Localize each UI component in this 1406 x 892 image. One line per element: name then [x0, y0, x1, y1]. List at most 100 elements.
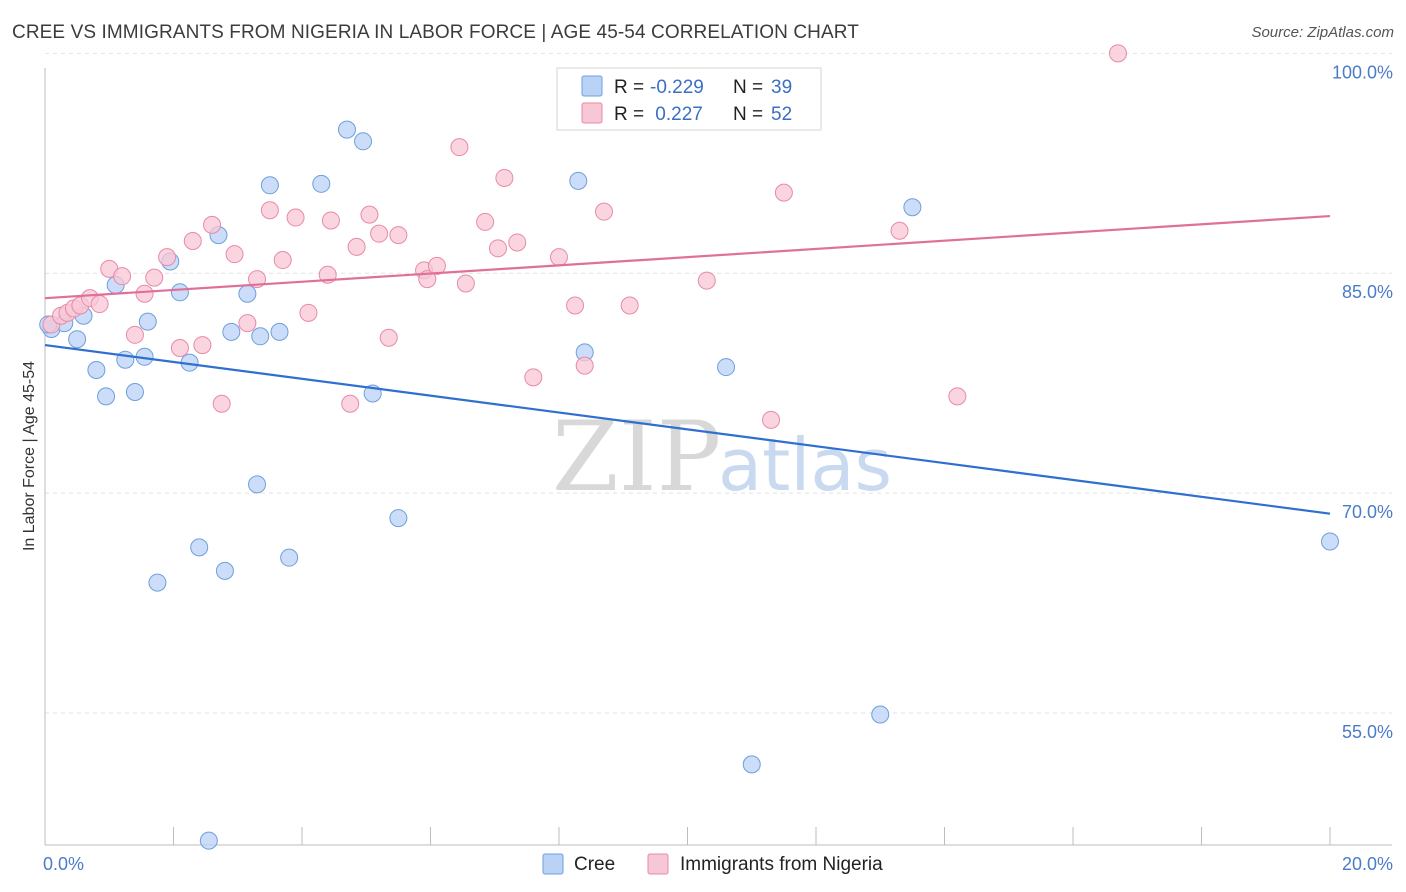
y-tick-label: 85.0%: [1342, 282, 1393, 302]
point-nigeria: [550, 248, 568, 267]
point-cree: [190, 538, 209, 557]
bottom-legend-swatch-cree: [542, 853, 564, 875]
legend-n-label-nigeria: N =: [733, 104, 763, 125]
y-tick-label: 55.0%: [1342, 722, 1393, 742]
point-cree: [68, 330, 87, 349]
legend-n-value-nigeria: 52: [771, 104, 792, 125]
chart-title: CREE VS IMMIGRANTS FROM NIGERIA IN LABOR…: [12, 22, 859, 43]
chart-source: Source: ZipAtlas.com: [1251, 24, 1394, 41]
bottom-legend-swatch-nigeria: [647, 853, 669, 875]
point-cree: [215, 561, 234, 580]
point-nigeria: [321, 211, 340, 230]
point-nigeria: [135, 284, 154, 303]
point-cree: [97, 387, 116, 406]
point-cree: [138, 312, 157, 331]
points-layer: [39, 44, 1339, 850]
point-nigeria: [212, 394, 231, 413]
point-cree: [717, 358, 736, 377]
point-nigeria: [890, 221, 909, 240]
labels-layer: 100.0% 85.0% 70.0% 55.0% 0.0% 20.0% In Labor F…: [21, 62, 1393, 874]
top-legend: R = -0.229 N = 39 R = 0.227 N = 52: [556, 67, 822, 131]
trend-line-cree: [44, 343, 1331, 515]
point-cree: [199, 831, 218, 850]
legend-r-value-nigeria: 0.227: [650, 104, 703, 125]
point-nigeria: [762, 410, 781, 429]
grid-layer: [45, 52, 1392, 714]
x-tick-label-right: 20.0%: [1342, 854, 1393, 874]
point-nigeria: [260, 201, 279, 220]
legend-n-label-cree: N =: [733, 77, 763, 98]
y-axis-label: In Labor Force | Age 45-54: [21, 361, 38, 551]
point-nigeria: [566, 296, 585, 315]
bottom-legend: Cree Immigrants from Nigeria: [542, 853, 883, 875]
point-nigeria: [158, 248, 177, 267]
point-nigeria: [575, 356, 594, 375]
point-nigeria: [341, 394, 360, 413]
point-nigeria: [495, 168, 514, 187]
bottom-legend-label-nigeria: Immigrants from Nigeria: [680, 854, 883, 875]
point-nigeria: [225, 245, 244, 264]
point-nigeria: [774, 183, 793, 202]
point-nigeria: [125, 325, 144, 344]
point-cree: [270, 322, 289, 341]
legend-r-value-cree: -0.229: [650, 77, 704, 98]
point-nigeria: [948, 387, 967, 406]
point-nigeria: [488, 239, 507, 258]
point-cree: [337, 120, 356, 139]
point-nigeria: [450, 138, 469, 157]
legend-r-label-cree: R =: [614, 77, 644, 98]
point-nigeria: [476, 212, 495, 231]
point-nigeria: [389, 226, 408, 245]
y-tick-label: 100.0%: [1332, 62, 1393, 82]
point-nigeria: [238, 314, 257, 333]
bottom-legend-label-cree: Cree: [574, 854, 615, 875]
watermark-atlas: atlas: [718, 423, 892, 507]
point-cree: [354, 132, 373, 151]
point-nigeria: [113, 267, 132, 286]
trend-line-nigeria: [44, 214, 1331, 300]
point-cree: [742, 755, 761, 774]
point-nigeria: [379, 328, 398, 347]
axes-layer: [44, 68, 1392, 846]
point-nigeria: [620, 296, 639, 315]
point-cree: [389, 509, 408, 528]
point-nigeria: [427, 256, 446, 275]
point-cree: [170, 283, 189, 302]
point-cree: [1321, 532, 1339, 551]
point-cree: [125, 382, 144, 401]
point-nigeria: [347, 237, 366, 256]
point-cree: [280, 548, 299, 567]
point-nigeria: [145, 268, 164, 287]
point-nigeria: [203, 215, 222, 234]
watermark-zip: ZIP: [552, 401, 721, 513]
point-nigeria: [594, 202, 613, 221]
point-cree: [903, 198, 922, 217]
point-cree: [87, 361, 106, 380]
point-cree: [248, 475, 267, 494]
point-cree: [260, 176, 279, 195]
trend-layer: [44, 214, 1331, 515]
point-cree: [251, 327, 270, 346]
y-tick-label: 70.0%: [1342, 502, 1393, 522]
legend-swatch-nigeria: [581, 102, 603, 124]
point-nigeria: [524, 368, 543, 387]
point-cree: [238, 284, 257, 303]
point-nigeria: [1108, 44, 1127, 63]
point-nigeria: [456, 274, 475, 293]
point-cree: [312, 174, 331, 193]
point-nigeria: [286, 208, 305, 227]
point-nigeria: [183, 231, 202, 250]
legend-n-value-cree: 39: [771, 77, 792, 98]
point-cree: [222, 322, 241, 341]
point-nigeria: [273, 251, 292, 270]
point-nigeria: [370, 224, 389, 243]
watermark: ZIP atlas: [552, 401, 892, 513]
point-nigeria: [193, 336, 212, 355]
point-nigeria: [360, 205, 379, 224]
point-cree: [871, 705, 890, 724]
point-nigeria: [697, 271, 716, 290]
point-nigeria: [508, 233, 527, 252]
x-tick-label-left: 0.0%: [43, 854, 84, 874]
point-cree: [148, 573, 167, 592]
legend-swatch-cree: [581, 75, 603, 97]
